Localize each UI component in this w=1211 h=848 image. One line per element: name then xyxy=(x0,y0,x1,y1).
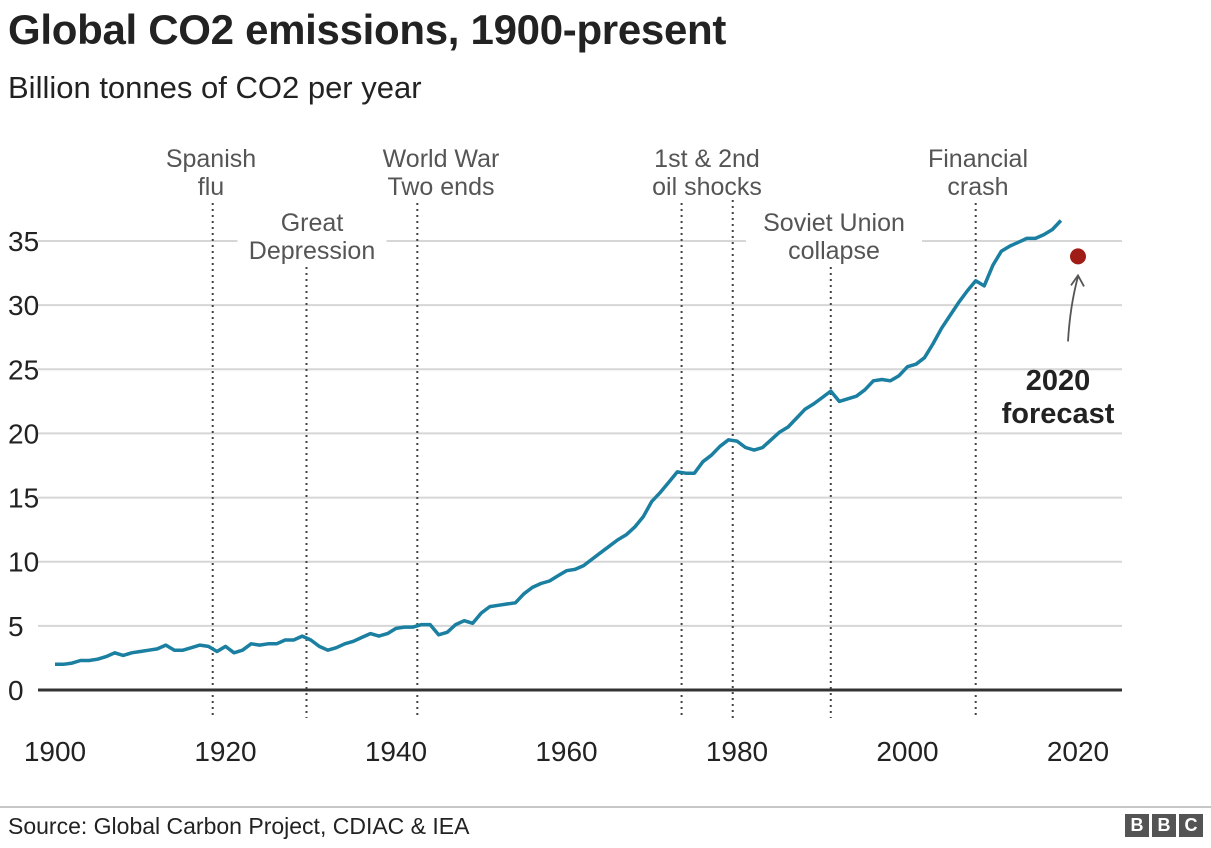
event-label: Great xyxy=(281,209,344,237)
chart-title: Global CO2 emissions, 1900-present xyxy=(8,6,727,53)
forecast-arrow xyxy=(1067,276,1079,342)
x-tick-label: 2020 xyxy=(1047,736,1109,767)
bbc-logo-c: C xyxy=(1179,814,1203,837)
event-label: oil shocks xyxy=(652,173,762,201)
event-label-bg xyxy=(632,143,782,203)
y-tick-label: 5 xyxy=(8,611,24,642)
y-tick-label: 0 xyxy=(8,675,24,706)
source-note: Source: Global Carbon Project, CDIAC & I… xyxy=(8,813,470,839)
event-label: Financial xyxy=(928,145,1028,173)
event-label-bg xyxy=(910,143,1046,203)
forecast-arrowhead xyxy=(1070,273,1085,287)
event-label: Two ends xyxy=(387,173,494,201)
event-label: Spanish xyxy=(166,145,256,173)
x-tick-label: 2000 xyxy=(876,736,938,767)
event-label: collapse xyxy=(788,237,880,265)
co2-emissions-chart: 0 5 10 15 20 25 30 35 1900 1920 1940 1960 1980 2000 20… xyxy=(8,143,1122,767)
event-label-bg xyxy=(237,207,387,267)
x-tick-label: 1960 xyxy=(535,736,597,767)
bbc-logo-b1: B xyxy=(1125,814,1149,837)
x-tick-label: 1940 xyxy=(365,736,427,767)
bbc-logo-b2: B xyxy=(1152,814,1176,837)
forecast-label: forecast xyxy=(1002,398,1115,430)
footer-divider xyxy=(0,806,1211,808)
emissions-series-line xyxy=(55,219,1063,667)
event-label: Depression xyxy=(249,237,375,265)
chart-subtitle: Billion tonnes of CO2 per year xyxy=(8,70,422,105)
event-label: 1st & 2nd xyxy=(654,145,760,173)
y-tick-label: 15 xyxy=(8,483,39,514)
forecast-label: 2020 xyxy=(1026,365,1091,397)
y-tick-label: 35 xyxy=(8,226,39,257)
y-tick-label: 10 xyxy=(8,547,39,578)
event-label: crash xyxy=(947,173,1008,201)
y-tick-label: 20 xyxy=(8,418,39,449)
x-tick-label: 1900 xyxy=(24,736,86,767)
event-label-bg xyxy=(373,143,509,203)
x-tick-label: 1920 xyxy=(194,736,256,767)
y-tick-label: 25 xyxy=(8,354,39,385)
event-label: flu xyxy=(198,173,224,201)
x-tick-label: 1980 xyxy=(706,736,768,767)
y-tick-label: 30 xyxy=(8,290,39,321)
event-label-bg xyxy=(746,207,922,267)
event-label: World War xyxy=(383,145,500,173)
event-label-bg xyxy=(156,143,266,203)
event-label: Soviet Union xyxy=(763,209,905,237)
forecast-point xyxy=(1070,248,1086,265)
bbc-logo: B B C xyxy=(1125,814,1203,837)
